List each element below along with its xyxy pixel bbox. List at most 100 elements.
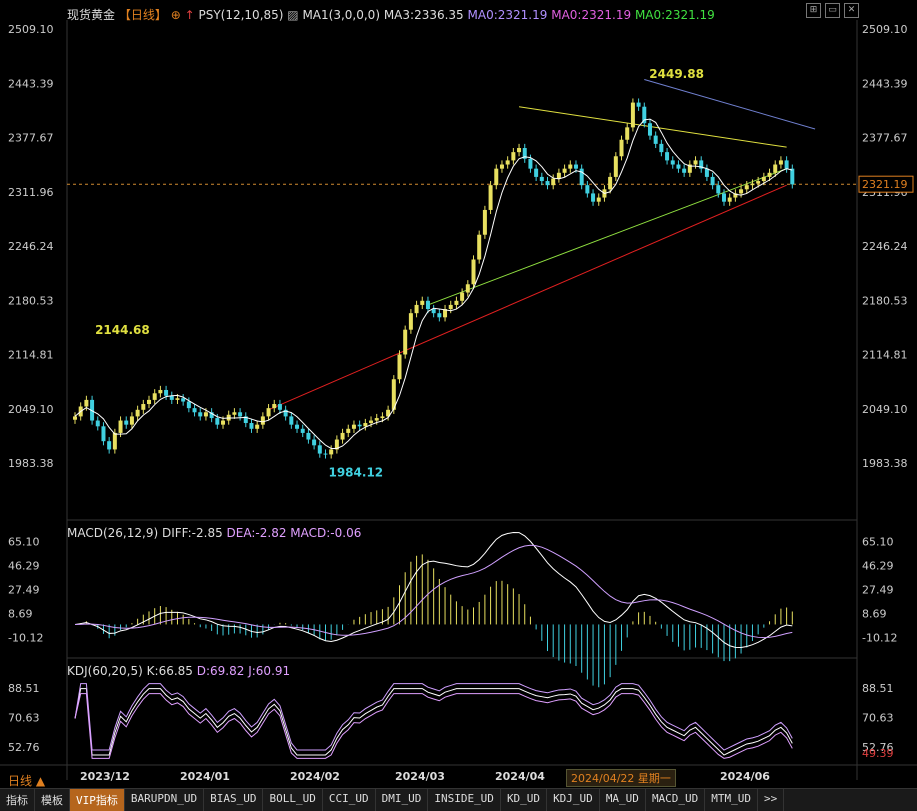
candle-body bbox=[721, 193, 726, 202]
date-tick-5: 2024/06 bbox=[720, 770, 770, 783]
candle-body bbox=[209, 412, 214, 419]
price-tick-right-4: 2246.24 bbox=[862, 240, 908, 253]
candle-body bbox=[591, 193, 596, 202]
candle-body bbox=[744, 185, 749, 190]
candle-body bbox=[340, 432, 345, 440]
candle-body bbox=[369, 420, 374, 424]
candle-body bbox=[380, 416, 385, 419]
candle-body bbox=[317, 445, 322, 454]
candle-body bbox=[608, 176, 613, 190]
tab-4[interactable]: BIAS_UD bbox=[204, 789, 264, 811]
tab-0[interactable]: 指标 bbox=[0, 789, 35, 811]
candle-body bbox=[186, 401, 191, 409]
candle-body bbox=[175, 398, 180, 400]
macd-diff: DIFF:-2.85 bbox=[161, 526, 223, 540]
date-tick-4: 2024/04 bbox=[495, 770, 545, 783]
candle-body bbox=[693, 160, 698, 165]
macd-tick-right-2: 27.49 bbox=[862, 583, 894, 596]
price-tick-left-8: 1983.38 bbox=[8, 457, 54, 470]
candle-body bbox=[573, 164, 578, 169]
indicator-tabbar: 指标 模板 VIP指标 BARUPDN_UD BIAS_UD BOLL_UD CCI_UD D… bbox=[0, 788, 917, 811]
tab-9[interactable]: KD_UD bbox=[501, 789, 548, 811]
tab-2[interactable]: VIP指标 bbox=[70, 789, 125, 811]
kdj-last-marker: 49.39 bbox=[862, 747, 894, 760]
candle-body bbox=[363, 423, 368, 427]
candle-body bbox=[647, 123, 652, 136]
candle-body bbox=[716, 185, 721, 194]
macd-value: MACD:-0.06 bbox=[290, 526, 362, 540]
candle-body bbox=[562, 168, 567, 173]
candle-body bbox=[391, 379, 396, 410]
tab-6[interactable]: CCI_UD bbox=[323, 789, 376, 811]
price-tick-right-1: 2443.39 bbox=[862, 77, 908, 90]
tab-14[interactable]: >> bbox=[758, 789, 785, 811]
kdj-k: K:66.85 bbox=[146, 664, 193, 678]
kdj-name: KDJ(60,20,5) bbox=[67, 664, 143, 678]
candle-body bbox=[124, 420, 129, 425]
ma0-label-b: MA0:2321.19 bbox=[551, 8, 632, 22]
candle-body bbox=[135, 409, 140, 417]
price-tick-left-1: 2443.39 bbox=[8, 77, 54, 90]
diff-line bbox=[74, 531, 793, 649]
moving-average-lines bbox=[74, 118, 793, 449]
candle-body bbox=[682, 168, 687, 173]
candle-body bbox=[90, 399, 95, 421]
candle-body bbox=[727, 197, 732, 202]
candle-body bbox=[596, 197, 601, 202]
ma3-label: MA3:2336.35 bbox=[383, 8, 464, 22]
candle-body bbox=[306, 432, 311, 440]
left-annotation: 2144.68 bbox=[95, 323, 150, 337]
macd-tick-left-3: 8.69 bbox=[8, 607, 33, 620]
tab-10[interactable]: KDJ_UD bbox=[547, 789, 600, 811]
tab-3[interactable]: BARUPDN_UD bbox=[125, 789, 205, 811]
macd-dea: DEA:-2.82 bbox=[226, 526, 287, 540]
candle-body bbox=[295, 424, 300, 429]
candle-body bbox=[232, 412, 237, 415]
macd-panel: 65.10 65.10 46.29 46.29 27.49 27.49 8.69 8.69 -1… bbox=[8, 531, 897, 688]
candle-body bbox=[198, 412, 203, 417]
tab-1[interactable]: 模板 bbox=[35, 789, 70, 811]
tab-7[interactable]: DMI_UD bbox=[376, 789, 429, 811]
tab-5[interactable]: BOLL_UD bbox=[263, 789, 323, 811]
candle-body bbox=[408, 313, 413, 330]
candle-body bbox=[266, 408, 271, 417]
kdj-tick-left-1: 70.63 bbox=[8, 711, 40, 724]
date-tick-2: 2024/02 bbox=[290, 770, 340, 783]
candle-body bbox=[517, 148, 522, 153]
candle-body bbox=[215, 418, 220, 425]
date-tick-0: 2023/12 bbox=[80, 770, 130, 783]
candle-body bbox=[534, 168, 539, 177]
instrument-title: 现货黄金 bbox=[67, 8, 116, 22]
period-toggle[interactable]: 日线 ▲ bbox=[8, 774, 46, 788]
window-controls: ⊞ ▭ ✕ bbox=[806, 3, 859, 18]
tab-8[interactable]: INSIDE_UD bbox=[428, 789, 501, 811]
trend-lines bbox=[268, 78, 816, 411]
tab-12[interactable]: MACD_UD bbox=[646, 789, 706, 811]
candle-body bbox=[511, 152, 516, 161]
price-tick-left-5: 2180.53 bbox=[8, 294, 54, 307]
candle-body bbox=[619, 139, 624, 157]
candle-body bbox=[471, 259, 476, 285]
candle-body bbox=[499, 164, 504, 169]
kdj-tick-right-1: 70.63 bbox=[862, 711, 894, 724]
close-icon[interactable]: ✕ bbox=[844, 3, 859, 18]
candle-body bbox=[141, 404, 146, 410]
candle-body bbox=[386, 409, 391, 417]
macd-tick-left-1: 46.29 bbox=[8, 559, 40, 572]
tab-11[interactable]: MA_UD bbox=[600, 789, 646, 811]
candle-body bbox=[357, 424, 362, 427]
candle-body bbox=[334, 439, 339, 450]
candle-body bbox=[528, 158, 533, 169]
candle-body bbox=[169, 395, 174, 400]
price-tick-right-8: 1983.38 bbox=[862, 457, 908, 470]
restore-icon[interactable]: ▭ bbox=[825, 3, 840, 18]
add-icon[interactable]: ⊕ bbox=[170, 8, 181, 22]
period-label[interactable]: 【日线】 bbox=[118, 8, 167, 22]
candle-body bbox=[329, 449, 334, 455]
kdj-header: KDJ(60,20,5) K:66.85 D:69.82 J:60.91 bbox=[67, 664, 290, 678]
macd-tick-right-0: 65.10 bbox=[862, 535, 894, 548]
expand-icon[interactable]: ⊞ bbox=[806, 3, 821, 18]
tab-13[interactable]: MTM_UD bbox=[705, 789, 759, 811]
candle-body bbox=[283, 409, 288, 417]
